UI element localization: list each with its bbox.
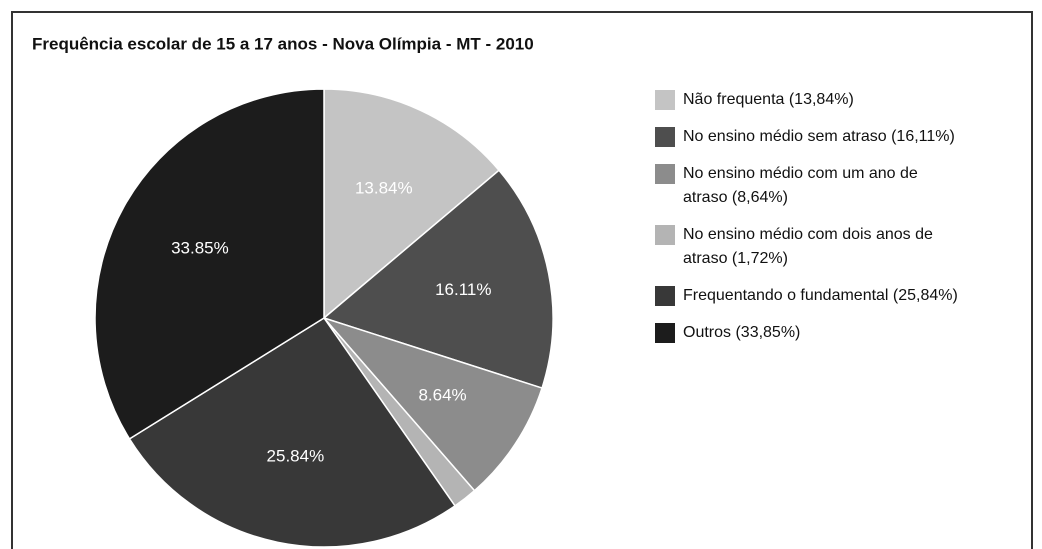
legend-swatch	[655, 90, 675, 110]
legend-label: No ensino médio com um ano de atraso (8,…	[683, 165, 918, 206]
legend-item: Não frequenta (13,84%)	[655, 88, 985, 112]
slice-label: 8.64%	[418, 386, 466, 405]
legend-label: Frequentando o fundamental (25,84%)	[683, 287, 958, 304]
pie-slice	[94, 88, 325, 440]
legend-swatch	[655, 286, 675, 306]
legend-label: Não frequenta (13,84%)	[683, 91, 854, 108]
slice-label: 33.85%	[171, 238, 229, 257]
legend: Não frequenta (13,84%) No ensino médio se…	[655, 88, 985, 358]
legend-swatch	[655, 225, 675, 245]
legend-item: No ensino médio com um ano de atraso (8,…	[655, 162, 985, 210]
pie-slice	[322, 169, 554, 390]
slice-label: 25.84%	[267, 447, 325, 466]
legend-label: No ensino médio com dois anos de atraso …	[683, 226, 933, 267]
legend-swatch	[655, 164, 675, 184]
pie-slice	[323, 88, 501, 320]
legend-item: Frequentando o fundamental (25,84%)	[655, 284, 985, 308]
legend-swatch	[655, 127, 675, 147]
legend-item: No ensino médio com dois anos de atraso …	[655, 223, 985, 271]
legend-swatch	[655, 323, 675, 343]
legend-label: No ensino médio sem atraso (16,11%)	[683, 128, 955, 145]
pie-slice	[321, 316, 543, 492]
legend-item: Outros (33,85%)	[655, 321, 985, 345]
slice-label: 16.11%	[435, 280, 491, 299]
legend-label: Outros (33,85%)	[683, 324, 801, 341]
legend-item: No ensino médio sem atraso (16,11%)	[655, 125, 985, 149]
chart-title: Frequência escolar de 15 a 17 anos - Nov…	[32, 34, 534, 53]
slice-label: 13.84%	[355, 179, 413, 198]
pie-slice	[128, 316, 457, 548]
